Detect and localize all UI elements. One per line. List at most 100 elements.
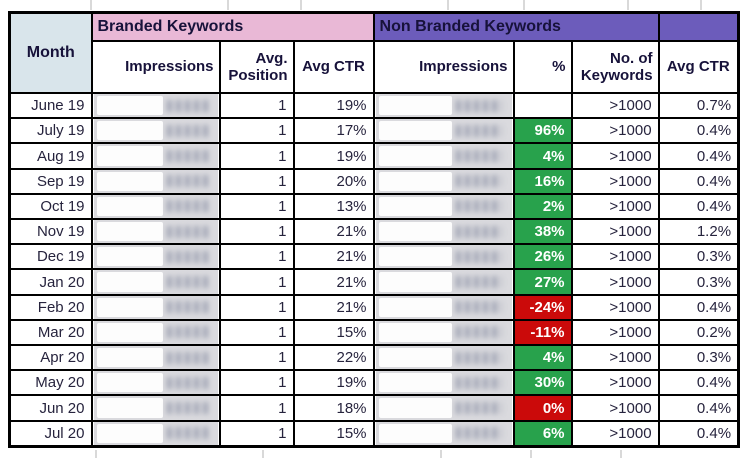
branded-avg-position-cell[interactable]: 1 xyxy=(218,394,295,422)
branded-avg-position-cell[interactable]: 1 xyxy=(218,369,295,397)
nonbranded-no-of-keywords-cell[interactable]: >1000 xyxy=(570,167,660,195)
branded-impressions-header[interactable]: Impressions xyxy=(90,40,221,94)
branded-avg-ctr-cell[interactable]: 15% xyxy=(292,419,375,448)
nonbranded-no-of-keywords-cell[interactable]: >1000 xyxy=(570,268,660,296)
nonbranded-pct-change-cell[interactable]: 4% xyxy=(512,344,573,372)
month-cell[interactable]: Mar 20 xyxy=(8,318,93,347)
nonbranded-avg-ctr-cell[interactable]: 0.2% xyxy=(657,318,740,347)
branded-avg-position-cell[interactable]: 1 xyxy=(218,117,295,145)
nonbranded-pct-change-cell[interactable]: 30% xyxy=(512,369,573,397)
nonbranded-avg-ctr-cell[interactable]: 0.4% xyxy=(657,192,740,221)
nonbranded-avg-ctr-cell[interactable]: 0.4% xyxy=(657,369,740,397)
branded-avg-ctr-cell[interactable]: 21% xyxy=(292,243,375,271)
branded-avg-position-cell[interactable]: 1 xyxy=(218,192,295,221)
branded-impressions-cell-blurred[interactable] xyxy=(90,293,221,321)
month-cell[interactable]: Jan 20 xyxy=(8,268,93,296)
nonbranded-impressions-cell-blurred[interactable] xyxy=(372,167,515,195)
nonbranded-avg-ctr-cell[interactable]: 0.4% xyxy=(657,142,740,170)
nonbranded-impressions-cell-blurred[interactable] xyxy=(372,268,515,296)
month-cell[interactable]: Jul 20 xyxy=(8,419,93,448)
nonbranded-avg-ctr-cell[interactable]: 0.3% xyxy=(657,344,740,372)
branded-avg-position-cell[interactable]: 1 xyxy=(218,142,295,170)
nonbranded-no-of-keywords-header[interactable]: No. of Keywords xyxy=(570,40,660,94)
nonbranded-no-of-keywords-cell[interactable]: >1000 xyxy=(570,419,660,448)
branded-avg-ctr-cell[interactable]: 19% xyxy=(292,91,375,120)
nonbranded-no-of-keywords-cell[interactable]: >1000 xyxy=(570,243,660,271)
nonbranded-pct-change-cell[interactable]: 0% xyxy=(512,394,573,422)
nonbranded-avg-ctr-cell[interactable]: 0.4% xyxy=(657,167,740,195)
nonbranded-pct-change-cell[interactable] xyxy=(512,91,573,120)
nonbranded-impressions-cell-blurred[interactable] xyxy=(372,192,515,221)
branded-avg-ctr-cell[interactable]: 20% xyxy=(292,167,375,195)
branded-impressions-cell-blurred[interactable] xyxy=(90,369,221,397)
nonbranded-no-of-keywords-cell[interactable]: >1000 xyxy=(570,192,660,221)
nonbranded-pct-change-cell[interactable]: 6% xyxy=(512,419,573,448)
nonbranded-impressions-cell-blurred[interactable] xyxy=(372,344,515,372)
month-cell[interactable]: Nov 19 xyxy=(8,218,93,246)
branded-avg-position-cell[interactable]: 1 xyxy=(218,318,295,347)
branded-avg-ctr-cell[interactable]: 18% xyxy=(292,394,375,422)
branded-avg-position-cell[interactable]: 1 xyxy=(218,167,295,195)
nonbranded-avg-ctr-cell[interactable]: 0.4% xyxy=(657,419,740,448)
branded-avg-position-header[interactable]: Avg. Position xyxy=(218,40,295,94)
branded-impressions-cell-blurred[interactable] xyxy=(90,268,221,296)
branded-impressions-cell-blurred[interactable] xyxy=(90,394,221,422)
nonbranded-avg-ctr-cell[interactable]: 1.2% xyxy=(657,218,740,246)
nonbranded-impressions-cell-blurred[interactable] xyxy=(372,142,515,170)
nonbranded-avg-ctr-header[interactable]: Avg CTR xyxy=(657,40,740,94)
nonbranded-no-of-keywords-cell[interactable]: >1000 xyxy=(570,369,660,397)
nonbranded-pct-change-cell[interactable]: -11% xyxy=(512,318,573,347)
branded-avg-ctr-cell[interactable]: 15% xyxy=(292,318,375,347)
nonbranded-pct-change-cell[interactable]: 16% xyxy=(512,167,573,195)
nonbranded-impressions-cell-blurred[interactable] xyxy=(372,91,515,120)
nonbranded-pct-change-cell[interactable]: 96% xyxy=(512,117,573,145)
nonbranded-avg-ctr-cell[interactable]: 0.4% xyxy=(657,117,740,145)
nonbranded-no-of-keywords-cell[interactable]: >1000 xyxy=(570,142,660,170)
nonbranded-pct-change-cell[interactable]: 4% xyxy=(512,142,573,170)
nonbranded-avg-ctr-cell[interactable]: 0.4% xyxy=(657,293,740,321)
branded-avg-position-cell[interactable]: 1 xyxy=(218,268,295,296)
branded-impressions-cell-blurred[interactable] xyxy=(90,91,221,120)
branded-avg-position-cell[interactable]: 1 xyxy=(218,91,295,120)
nonbranded-pct-change-cell[interactable]: 26% xyxy=(512,243,573,271)
branded-avg-ctr-cell[interactable]: 19% xyxy=(292,369,375,397)
branded-avg-ctr-cell[interactable]: 21% xyxy=(292,293,375,321)
month-cell[interactable]: May 20 xyxy=(8,369,93,397)
branded-impressions-cell-blurred[interactable] xyxy=(90,142,221,170)
nonbranded-no-of-keywords-cell[interactable]: >1000 xyxy=(570,344,660,372)
branded-avg-ctr-cell[interactable]: 13% xyxy=(292,192,375,221)
branded-impressions-cell-blurred[interactable] xyxy=(90,117,221,145)
branded-impressions-cell-blurred[interactable] xyxy=(90,218,221,246)
nonbranded-impressions-cell-blurred[interactable] xyxy=(372,419,515,448)
nonbranded-no-of-keywords-cell[interactable]: >1000 xyxy=(570,318,660,347)
branded-impressions-cell-blurred[interactable] xyxy=(90,318,221,347)
branded-avg-ctr-header[interactable]: Avg CTR xyxy=(292,40,375,94)
month-cell[interactable]: Jun 20 xyxy=(8,394,93,422)
branded-avg-position-cell[interactable]: 1 xyxy=(218,243,295,271)
nonbranded-pct-change-cell[interactable]: 38% xyxy=(512,218,573,246)
month-cell[interactable]: Feb 20 xyxy=(8,293,93,321)
nonbranded-avg-ctr-cell[interactable]: 0.4% xyxy=(657,394,740,422)
nonbranded-avg-ctr-cell[interactable]: 0.7% xyxy=(657,91,740,120)
nonbranded-impressions-cell-blurred[interactable] xyxy=(372,243,515,271)
nonbranded-impressions-cell-blurred[interactable] xyxy=(372,218,515,246)
nonbranded-pct-change-cell[interactable]: 2% xyxy=(512,192,573,221)
branded-keywords-group-header[interactable]: Branded Keywords xyxy=(90,11,375,42)
nonbranded-impressions-cell-blurred[interactable] xyxy=(372,394,515,422)
branded-impressions-cell-blurred[interactable] xyxy=(90,192,221,221)
branded-avg-ctr-cell[interactable]: 17% xyxy=(292,117,375,145)
branded-impressions-cell-blurred[interactable] xyxy=(90,243,221,271)
nonbranded-impressions-cell-blurred[interactable] xyxy=(372,293,515,321)
month-cell[interactable]: Apr 20 xyxy=(8,344,93,372)
nonbranded-keywords-group-header[interactable]: Non Branded Keywords xyxy=(372,11,660,42)
nonbranded-no-of-keywords-cell[interactable]: >1000 xyxy=(570,218,660,246)
month-column-header[interactable]: Month xyxy=(8,11,93,94)
branded-avg-ctr-cell[interactable]: 21% xyxy=(292,268,375,296)
nonbranded-impressions-header[interactable]: Impressions xyxy=(372,40,515,94)
branded-avg-ctr-cell[interactable]: 21% xyxy=(292,218,375,246)
nonbranded-no-of-keywords-cell[interactable]: >1000 xyxy=(570,394,660,422)
nonbranded-no-of-keywords-cell[interactable]: >1000 xyxy=(570,117,660,145)
nonbranded-impressions-cell-blurred[interactable] xyxy=(372,117,515,145)
branded-impressions-cell-blurred[interactable] xyxy=(90,419,221,448)
branded-avg-position-cell[interactable]: 1 xyxy=(218,293,295,321)
